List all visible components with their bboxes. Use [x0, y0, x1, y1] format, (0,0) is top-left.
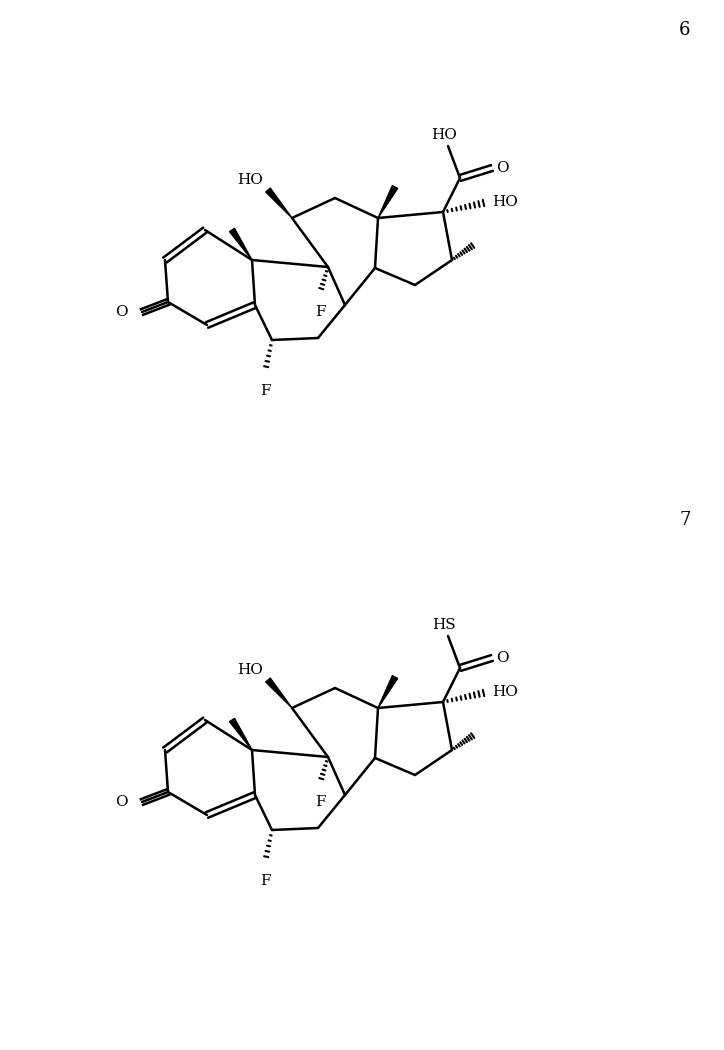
Polygon shape — [378, 186, 397, 218]
Text: O: O — [115, 795, 128, 808]
Text: F: F — [315, 795, 325, 808]
Text: HO: HO — [431, 128, 457, 142]
Polygon shape — [378, 675, 397, 708]
Text: F: F — [315, 304, 325, 319]
Polygon shape — [230, 718, 252, 750]
Text: HO: HO — [237, 663, 263, 677]
Text: O: O — [496, 161, 509, 175]
Polygon shape — [266, 188, 292, 218]
Text: F: F — [260, 384, 270, 398]
Text: O: O — [115, 304, 128, 319]
Text: HO: HO — [237, 173, 263, 187]
Polygon shape — [230, 228, 252, 260]
Polygon shape — [266, 678, 292, 708]
Text: 6: 6 — [679, 21, 691, 39]
Text: HS: HS — [432, 618, 456, 632]
Text: O: O — [496, 651, 509, 665]
Text: 7: 7 — [679, 511, 691, 529]
Text: HO: HO — [492, 685, 518, 699]
Text: F: F — [260, 874, 270, 888]
Text: HO: HO — [492, 195, 518, 209]
